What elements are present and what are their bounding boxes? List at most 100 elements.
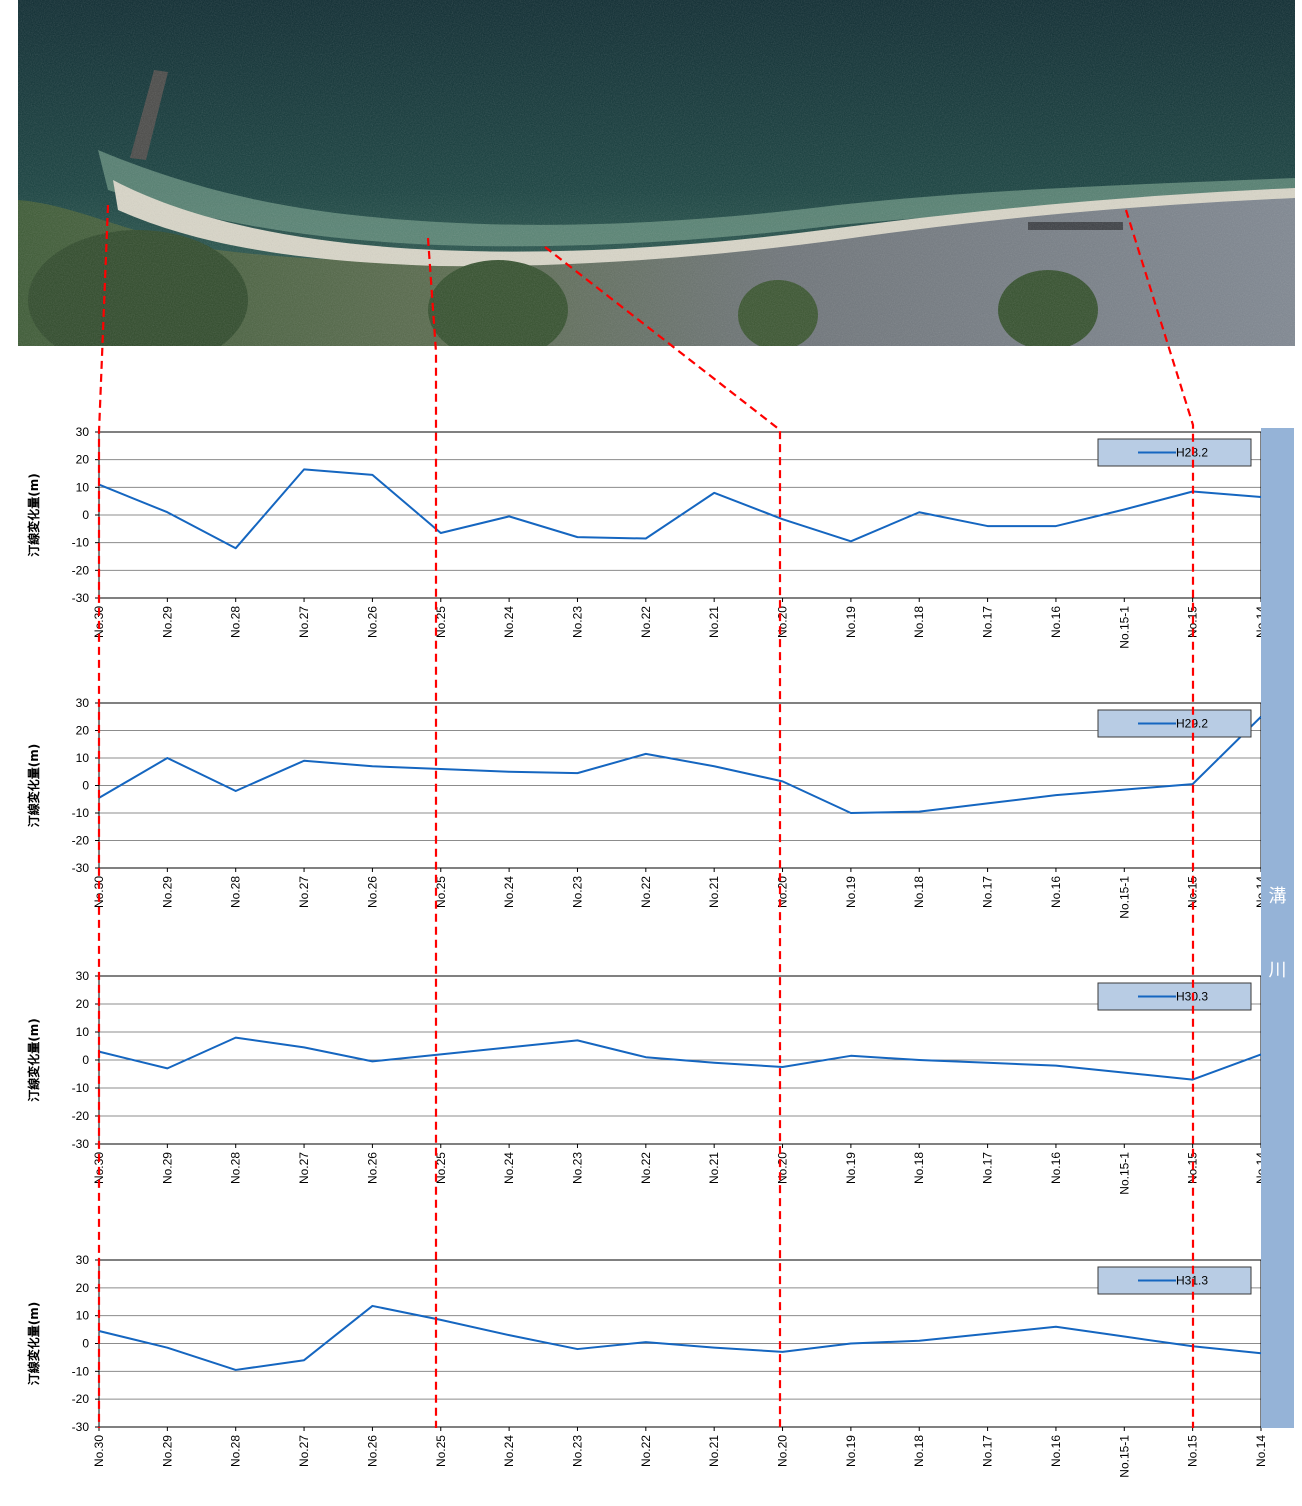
x-tick-label: No.18 (912, 1435, 926, 1467)
y-tick-label: 20 (76, 997, 90, 1011)
y-tick-label: -20 (72, 834, 90, 848)
x-tick-label: No.15 (1186, 876, 1200, 908)
river-label-char-2: 川 (1268, 960, 1287, 981)
x-tick-label: No.21 (707, 1435, 721, 1467)
y-tick-label: 20 (76, 453, 90, 467)
y-tick-label: -10 (72, 536, 90, 550)
legend: H31.3 (1097, 1266, 1252, 1295)
y-tick-label: -20 (72, 1109, 90, 1123)
x-tick-label: No.20 (776, 876, 790, 908)
x-tick-label: No.20 (776, 1152, 790, 1184)
x-tick-label: No.26 (365, 1152, 379, 1184)
x-tick-label: No.17 (981, 876, 995, 908)
y-tick-label: 20 (76, 1281, 90, 1295)
y-tick-label: -20 (72, 1392, 90, 1406)
x-tick-label: No.18 (912, 876, 926, 908)
x-tick-label: No.22 (639, 1152, 653, 1184)
x-tick-label: No.24 (502, 1152, 516, 1184)
x-tick-label: No.19 (844, 1152, 858, 1184)
x-tick-label: No.26 (365, 606, 379, 638)
x-tick-label: No.25 (434, 606, 448, 638)
y-tick-label: 0 (82, 1053, 89, 1067)
x-tick-label: No.21 (707, 606, 721, 638)
y-tick-label: -30 (72, 861, 90, 875)
legend-label: H30.3 (1176, 990, 1208, 1004)
y-tick-label: 10 (76, 1025, 90, 1039)
x-tick-label: No.21 (707, 876, 721, 908)
x-tick-label: No.15-1 (1117, 1435, 1131, 1478)
x-tick-label: No.16 (1049, 1435, 1063, 1467)
x-tick-label: No.26 (365, 876, 379, 908)
x-tick-label: No.19 (844, 1435, 858, 1467)
x-tick-label: No.16 (1049, 606, 1063, 638)
x-tick-label: No.30 (92, 1435, 106, 1467)
x-tick-label: No.17 (981, 606, 995, 638)
x-tick-label: No.19 (844, 606, 858, 638)
y-tick-label: 0 (82, 779, 89, 793)
river-band (1261, 428, 1294, 1428)
x-tick-label: No.15-1 (1117, 1152, 1131, 1195)
y-tick-label: 0 (82, 1337, 89, 1351)
y-tick-label: 10 (76, 480, 90, 494)
x-tick-label: No.26 (365, 1435, 379, 1467)
x-tick-label: No.22 (639, 876, 653, 908)
x-tick-label: No.16 (1049, 1152, 1063, 1184)
x-tick-label: No.25 (434, 1435, 448, 1467)
x-tick-label: No.22 (639, 1435, 653, 1467)
y-tick-label: -30 (72, 1137, 90, 1151)
series-line-H29.2 (98, 716, 1262, 814)
y-tick-label: 30 (76, 1253, 90, 1267)
y-tick-label: -20 (72, 563, 90, 577)
x-tick-label: No.29 (160, 606, 174, 638)
x-tick-label: No.15 (1186, 606, 1200, 638)
river-label-char-1: 溝 (1268, 886, 1287, 907)
x-tick-label: No.21 (707, 1152, 721, 1184)
x-tick-label: No.29 (160, 1152, 174, 1184)
x-tick-label: No.25 (434, 1152, 448, 1184)
y-tick-label: -10 (72, 806, 90, 820)
x-tick-label: No.28 (229, 606, 243, 638)
x-tick-label: No.29 (160, 1435, 174, 1467)
x-tick-label: No.30 (92, 1152, 106, 1184)
x-tick-label: No.15 (1186, 1152, 1200, 1184)
x-tick-label: No.24 (502, 1435, 516, 1467)
x-tick-label: No.17 (981, 1435, 995, 1467)
x-tick-label: No.14 (1254, 1435, 1268, 1467)
y-tick-label: -10 (72, 1081, 90, 1095)
y-tick-label: 0 (82, 508, 89, 522)
y-tick-label: 30 (76, 425, 90, 439)
x-tick-label: No.19 (844, 876, 858, 908)
x-tick-label: No.30 (92, 876, 106, 908)
x-tick-label: No.18 (912, 1152, 926, 1184)
y-axis-label: 汀線変化量(m) (26, 1018, 41, 1101)
x-tick-label: No.27 (297, 876, 311, 908)
x-tick-label: No.29 (160, 876, 174, 908)
y-tick-label: -10 (72, 1364, 90, 1378)
y-tick-label: 10 (76, 1309, 90, 1323)
x-tick-label: No.15 (1186, 1435, 1200, 1467)
x-tick-label: No.30 (92, 606, 106, 638)
y-axis-label: 汀線変化量(m) (26, 473, 41, 556)
y-tick-label: 30 (76, 696, 90, 710)
x-tick-label: No.25 (434, 876, 448, 908)
y-axis-label: 汀線変化量(m) (26, 744, 41, 827)
x-tick-label: No.16 (1049, 876, 1063, 908)
x-tick-label: No.17 (981, 1152, 995, 1184)
x-tick-label: No.18 (912, 606, 926, 638)
y-tick-label: 10 (76, 751, 90, 765)
y-tick-label: 30 (76, 969, 90, 983)
x-tick-label: No.24 (502, 606, 516, 638)
x-tick-label: No.23 (570, 1435, 584, 1467)
x-tick-label: No.23 (570, 1152, 584, 1184)
x-tick-label: No.22 (639, 606, 653, 638)
x-tick-label: No.20 (776, 606, 790, 638)
legend-label: H31.3 (1176, 1274, 1208, 1288)
x-tick-label: No.23 (570, 606, 584, 638)
legend: H28.2 (1097, 438, 1252, 467)
legend: H30.3 (1097, 982, 1252, 1011)
